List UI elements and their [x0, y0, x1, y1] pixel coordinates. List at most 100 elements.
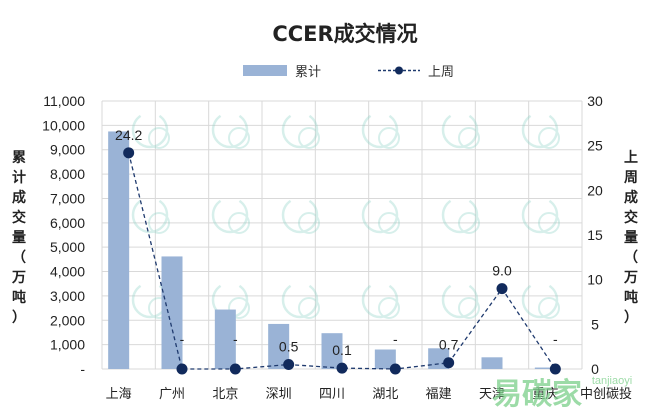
- left-tick-label: 6,000: [50, 215, 85, 231]
- right-axis-label-char: 交: [624, 209, 638, 226]
- right-axis-label-char: 上: [624, 150, 638, 166]
- right-tick-label: 30: [587, 93, 603, 109]
- left-tick-label: 1,000: [50, 337, 85, 353]
- watermark-logo: [521, 196, 560, 234]
- line-point: [176, 363, 188, 375]
- data-label: 0.1: [332, 342, 352, 358]
- chart-title: CCER成交情况: [272, 22, 417, 46]
- x-tick-label: 福建: [426, 387, 452, 402]
- bar: [374, 349, 396, 369]
- watermark-logo: [281, 111, 320, 149]
- x-tick-label: 重庆: [532, 386, 558, 402]
- watermark-logo: [441, 111, 480, 149]
- data-label: 0.5: [279, 339, 299, 355]
- right-tick-label: 15: [587, 227, 603, 243]
- left-axis-label-char: ）: [12, 310, 26, 326]
- bar: [214, 309, 236, 369]
- data-labels: 24.2 - - 0.5 0.1 - 0.7 9.0 -: [115, 127, 558, 358]
- right-tick-label: 5: [591, 316, 599, 332]
- right-axis-label-char: 周: [624, 170, 638, 186]
- line-point: [229, 363, 241, 375]
- left-tick-label: 5,000: [50, 239, 85, 255]
- line-series: [123, 147, 561, 375]
- bar: [481, 357, 503, 369]
- legend-label-line: 上周: [428, 65, 454, 80]
- watermark-logo: [281, 196, 320, 234]
- line-point: [549, 363, 561, 375]
- right-axis-label-char: 成: [624, 189, 638, 206]
- data-label: 24.2: [115, 127, 142, 143]
- right-tick-label: 20: [587, 182, 603, 198]
- watermark-logo: [361, 281, 400, 319]
- legend-marker: [395, 66, 403, 75]
- legend-swatch-bar: [243, 65, 287, 76]
- left-axis-label-char: 计: [12, 169, 26, 186]
- x-tick-label: 上海: [106, 387, 132, 402]
- left-tick-label: 11,000: [43, 93, 85, 109]
- x-tick-label: 深圳: [266, 387, 292, 402]
- watermark-logo: [441, 281, 480, 319]
- data-label: -: [393, 331, 398, 347]
- x-tick-label: 北京: [212, 387, 238, 402]
- left-axis-label-char: 成: [12, 189, 26, 206]
- watermark: [131, 111, 560, 319]
- watermark-logo: [131, 111, 170, 149]
- left-tick-label: 4,000: [50, 264, 85, 280]
- line-point: [336, 362, 348, 374]
- data-label: -: [233, 331, 238, 347]
- right-axis-label-char: ）: [624, 310, 638, 326]
- right-axis-label-char: 量: [624, 230, 638, 246]
- left-axis-label-char: （: [12, 250, 26, 266]
- right-tick-label: 25: [587, 138, 603, 154]
- left-axis-label-char: 累: [12, 150, 26, 166]
- watermark-text: 易碳家: [492, 377, 582, 412]
- x-tick-label: 四川: [319, 387, 345, 402]
- legend-label-bar: 累计: [295, 65, 321, 80]
- left-tick-label: -: [80, 361, 85, 377]
- right-axis-label-char: （: [624, 250, 638, 266]
- bar-series: [108, 131, 556, 369]
- watermark-logo: [361, 111, 400, 149]
- watermark-logo: [281, 281, 320, 319]
- left-axis-label-char: 吨: [12, 289, 26, 306]
- watermark-logo: [131, 196, 170, 234]
- left-axis-label-char: 交: [12, 209, 26, 226]
- watermark-logo: [441, 196, 480, 234]
- x-tick-label: 天津: [479, 387, 505, 402]
- right-axis-ticks: 0 5 10 15 20 25 30: [587, 93, 603, 377]
- left-axis-label-char: 量: [12, 230, 26, 246]
- watermark-logo: [361, 196, 400, 234]
- left-tick-label: 7,000: [50, 190, 85, 206]
- left-axis-ticks: - 1,000 2,000 3,000 4,000 5,000 6,000 7,000 8,00…: [42, 93, 85, 377]
- line-point: [389, 363, 401, 375]
- left-tick-label: 8,000: [50, 166, 85, 182]
- watermark-sub: tanjiaoyi: [592, 375, 632, 387]
- legend: 累计 上周: [243, 65, 454, 80]
- left-tick-label: 3,000: [50, 288, 85, 304]
- x-tick-label: 广州: [159, 387, 185, 402]
- bar: [534, 367, 556, 369]
- watermark-logo: [521, 111, 560, 149]
- data-label: 0.7: [439, 337, 459, 353]
- right-tick-label: 0: [591, 361, 599, 377]
- left-tick-label: 10,000: [42, 117, 85, 133]
- x-tick-label: 湖北: [372, 387, 398, 402]
- right-axis-label-char: 万: [623, 270, 638, 286]
- line-point: [496, 283, 508, 295]
- left-axis-label-char: 万: [11, 270, 26, 286]
- line-point: [443, 357, 455, 369]
- bar: [161, 256, 183, 369]
- series-line: [128, 152, 556, 370]
- left-tick-label: 9,000: [50, 142, 85, 158]
- bar: [321, 333, 343, 369]
- watermark-right-label: 中创碳投: [580, 386, 632, 402]
- bar: [268, 323, 290, 369]
- watermark-logo: [211, 111, 250, 149]
- data-label: 9.0: [492, 263, 512, 279]
- watermark-logo: [211, 196, 250, 234]
